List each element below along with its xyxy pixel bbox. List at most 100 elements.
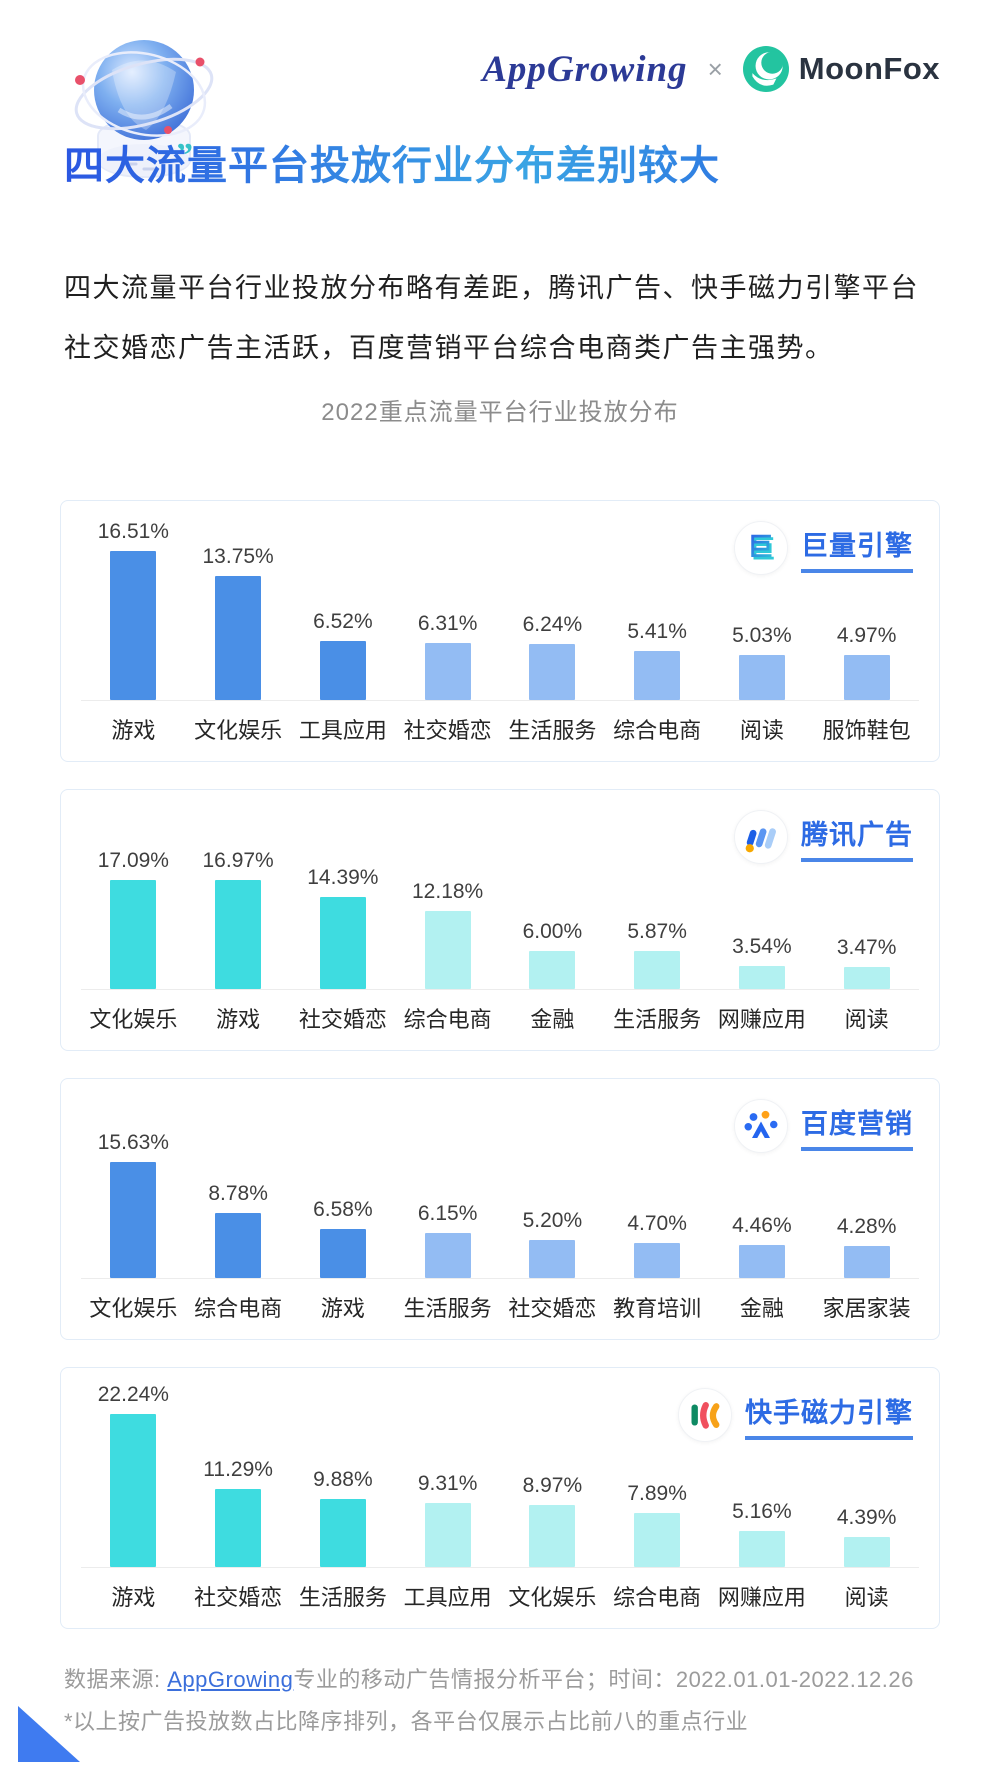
bar-column: 8.97% xyxy=(500,1474,605,1567)
bar-value-label: 7.89% xyxy=(627,1481,687,1505)
bar xyxy=(738,1245,785,1278)
bar-value-label: 15.63% xyxy=(97,1131,169,1155)
bar-column: 5.41% xyxy=(605,620,710,700)
platform-legend: 百度营销 xyxy=(734,1099,913,1153)
bar-category-label: 文化娱乐 xyxy=(508,1585,597,1610)
appgrowing-logo: AppGrowing xyxy=(482,48,688,90)
collab-x-separator: × xyxy=(707,53,723,84)
globe-logo-icon: ” xyxy=(64,18,229,193)
bar-category-label: 服饰鞋包 xyxy=(822,718,911,743)
bar-plot: 17.09% 16.97% 14.39% 12.18% 6.00% 5.87% 3.54% 3… xyxy=(81,804,919,990)
bar-plot: 15.63% 8.78% 6.58% 6.15% 5.20% 4.70% 4.46% 4.28… xyxy=(81,1093,919,1279)
bar xyxy=(738,966,785,989)
bar-value-label: 9.88% xyxy=(313,1467,373,1491)
bar xyxy=(319,896,366,989)
bar-category-label: 阅读 xyxy=(844,1585,889,1610)
bar-value-label: 12.18% xyxy=(412,880,484,903)
bar xyxy=(215,1213,262,1278)
bar-value-label: 9.31% xyxy=(417,1471,478,1495)
platform-legend: 腾讯广告 xyxy=(734,810,913,864)
bar xyxy=(529,643,576,700)
tencent-ads-icon xyxy=(734,810,788,864)
bar-value-label: 13.75% xyxy=(202,545,274,569)
bar-value-label: 6.31% xyxy=(417,612,478,636)
bar-category-label: 社交婚恋 xyxy=(194,1585,283,1610)
bar-category-label: 生活服务 xyxy=(508,718,597,743)
chart-card-3: 百度营销 15.63% 8.78% 6.58% 6.15% 5.20% 4.70% 4.46%… xyxy=(60,1078,940,1340)
bar-value-label: 5.87% xyxy=(627,920,687,944)
platform-name: 巨量引擎 xyxy=(801,524,913,573)
bar-category-label: 文化娱乐 xyxy=(89,1007,178,1032)
bar xyxy=(215,1489,262,1567)
bar-category-label: 生活服务 xyxy=(403,1296,492,1321)
bar xyxy=(424,911,471,989)
bar xyxy=(634,951,681,989)
svg-text:巨: 巨 xyxy=(747,534,773,562)
bar xyxy=(110,551,157,700)
chart-card-2: 腾讯广告 17.09% 16.97% 14.39% 12.18% 6.00% 5.87% 3.… xyxy=(60,789,940,1051)
bar-column: 6.00% xyxy=(500,920,605,989)
bar xyxy=(110,879,157,989)
bar-column: 4.39% xyxy=(814,1506,919,1567)
bar-column: 3.54% xyxy=(710,935,815,989)
bar-column: 5.03% xyxy=(710,624,815,700)
bar-value-label: 16.51% xyxy=(97,520,169,544)
bar xyxy=(424,1502,471,1567)
category-axis: 游戏 社交婚恋 生活服务 工具应用 文化娱乐 综合电商 网赚应用 阅读 xyxy=(81,1580,919,1612)
bar-category-label: 工具应用 xyxy=(298,718,387,743)
bar-category-label: 金融 xyxy=(739,1296,784,1321)
bar-category-label: 综合电商 xyxy=(613,718,702,743)
bar-category-label: 游戏 xyxy=(111,718,156,743)
bar-column: 5.87% xyxy=(605,920,710,989)
bar-column: 4.28% xyxy=(814,1215,919,1278)
appgrowing-link[interactable]: AppGrowing xyxy=(167,1667,294,1692)
bar-column: 16.51% xyxy=(81,520,186,700)
bar-column: 16.97% xyxy=(186,849,291,989)
bar-value-label: 4.97% xyxy=(836,624,897,648)
bar-category-label: 工具应用 xyxy=(403,1585,492,1610)
charts-container: 巨巨巨量引擎 16.51% 13.75% 6.52% 6.31% 6.24% 5.41% 5.… xyxy=(60,500,940,1656)
bar-column: 4.97% xyxy=(814,624,919,700)
bar-category-label: 阅读 xyxy=(844,1007,889,1032)
bar-value-label: 6.52% xyxy=(313,610,373,634)
bar-column: 11.29% xyxy=(186,1458,291,1567)
ocean-engine-icon: 巨巨 xyxy=(734,521,788,575)
bar-column: 7.89% xyxy=(605,1482,710,1567)
footnote: *以上按广告投放数占比降序排列，各平台仅展示占比前八的重点行业 xyxy=(64,1709,749,1734)
bar xyxy=(843,966,890,989)
bar xyxy=(529,1239,576,1278)
bar-column: 9.88% xyxy=(291,1468,396,1567)
bar-category-label: 游戏 xyxy=(111,1585,156,1610)
bar-value-label: 8.97% xyxy=(522,1474,583,1498)
bar-column: 5.16% xyxy=(710,1500,815,1567)
bar-column: 6.52% xyxy=(291,610,396,700)
bar-value-label: 6.15% xyxy=(417,1201,478,1225)
bar xyxy=(529,950,576,989)
svg-text:”: ” xyxy=(176,137,193,174)
bar-value-label: 11.29% xyxy=(203,1458,273,1482)
header-brands: AppGrowing × MoonFox xyxy=(482,46,940,92)
kuaishou-engine-icon xyxy=(678,1388,732,1442)
bar xyxy=(843,1246,890,1278)
platform-legend: 巨巨巨量引擎 xyxy=(734,521,913,575)
bar xyxy=(738,654,785,700)
platform-name: 快手磁力引擎 xyxy=(745,1391,913,1440)
platform-legend: 快手磁力引擎 xyxy=(678,1388,913,1442)
bar-column: 15.63% xyxy=(81,1131,186,1278)
bar-value-label: 6.24% xyxy=(522,612,583,636)
bar-category-label: 游戏 xyxy=(216,1007,261,1032)
bar xyxy=(319,641,366,700)
bar-value-label: 4.70% xyxy=(627,1212,687,1236)
bar xyxy=(319,1229,366,1278)
bar-value-label: 4.28% xyxy=(836,1215,897,1239)
data-source-line: 数据来源: AppGrowing专业的移动广告情报分析平台；时间：2022.01… xyxy=(64,1662,914,1694)
bar xyxy=(424,643,471,700)
bar-category-label: 阅读 xyxy=(739,718,784,743)
bar-value-label: 16.97% xyxy=(202,849,274,873)
bar xyxy=(110,1413,157,1567)
bar-column: 8.78% xyxy=(186,1182,291,1278)
bar-column: 4.70% xyxy=(605,1212,710,1278)
bar-category-label: 社交婚恋 xyxy=(403,718,492,743)
bar-category-label: 金融 xyxy=(530,1007,575,1032)
bar xyxy=(215,880,262,989)
